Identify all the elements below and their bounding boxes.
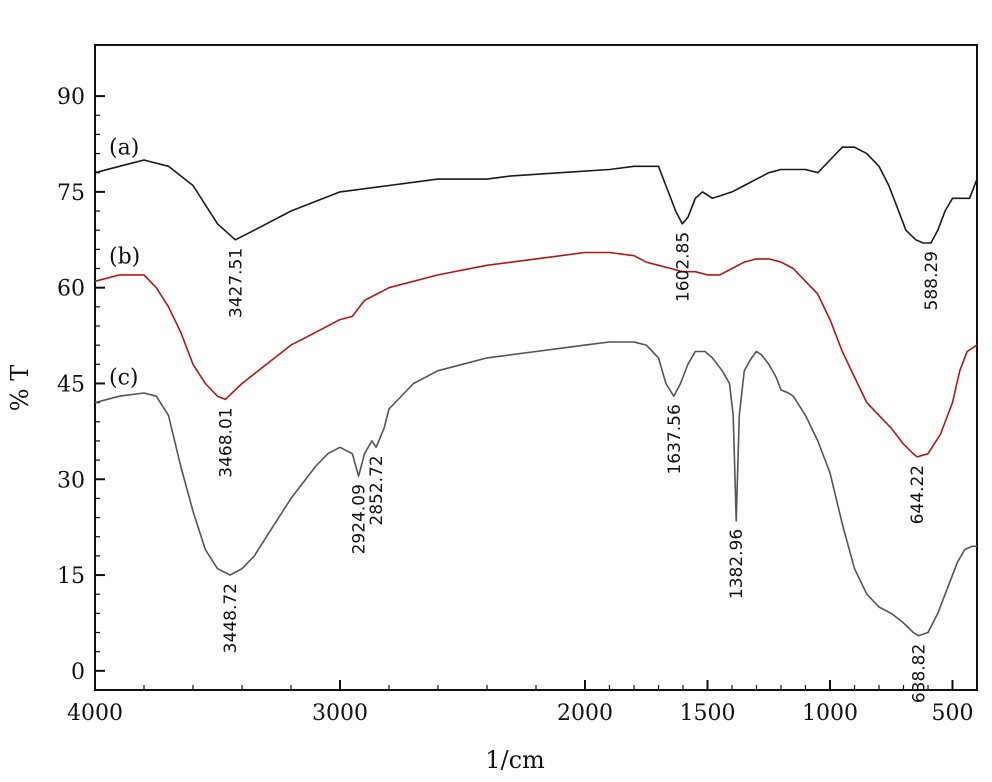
series-label: (c): [109, 366, 139, 391]
y-axis: 0 15 30 45 60 75 90: [57, 85, 105, 685]
peak-label: 638.82: [910, 644, 930, 703]
x-axis-title: 1/cm: [485, 746, 545, 774]
peak-label: 3427.51: [226, 248, 246, 318]
series-line: [94, 341, 977, 637]
series-line: [94, 146, 978, 244]
x-tick-label: 2000: [557, 701, 613, 726]
peak-label: 588.29: [922, 251, 942, 310]
peak-label: 1382.96: [727, 529, 747, 599]
y-tick-label: 30: [57, 468, 85, 493]
x-tick-label: 500: [932, 701, 974, 726]
x-tick-label: 1500: [680, 701, 736, 726]
x-tick-label: 3000: [312, 701, 368, 726]
peak-label: 3448.72: [221, 583, 241, 653]
peak-label: 1637.56: [665, 404, 685, 474]
y-tick-label: 60: [57, 277, 85, 302]
peak-label: 1602.85: [673, 232, 693, 302]
x-tick-label: 4000: [67, 701, 123, 726]
y-tick-label: 75: [57, 181, 85, 206]
series-layer: (a) (b) (c): [94, 136, 978, 637]
peak-label: 644.22: [908, 465, 928, 524]
y-tick-label: 15: [57, 564, 85, 589]
x-axis: 4000 3000 2000 1500 1000 500: [67, 680, 974, 726]
peak-label: 3468.01: [216, 407, 236, 477]
series-line: [94, 251, 978, 458]
series-label: (a): [109, 136, 139, 161]
y-tick-label: 45: [57, 372, 85, 397]
y-tick-label: 90: [57, 85, 85, 110]
label-layer: 3427.51 1602.85 588.29 3468.01 644.22 3448.72…: [216, 232, 942, 703]
series-label: (b): [109, 244, 140, 269]
x-tick-label: 1000: [802, 701, 858, 726]
y-tick-label: 0: [71, 660, 85, 685]
y-axis-title: % T: [6, 365, 34, 411]
peak-label: 2852.72: [367, 455, 387, 525]
peak-label: 2924.09: [350, 484, 370, 554]
